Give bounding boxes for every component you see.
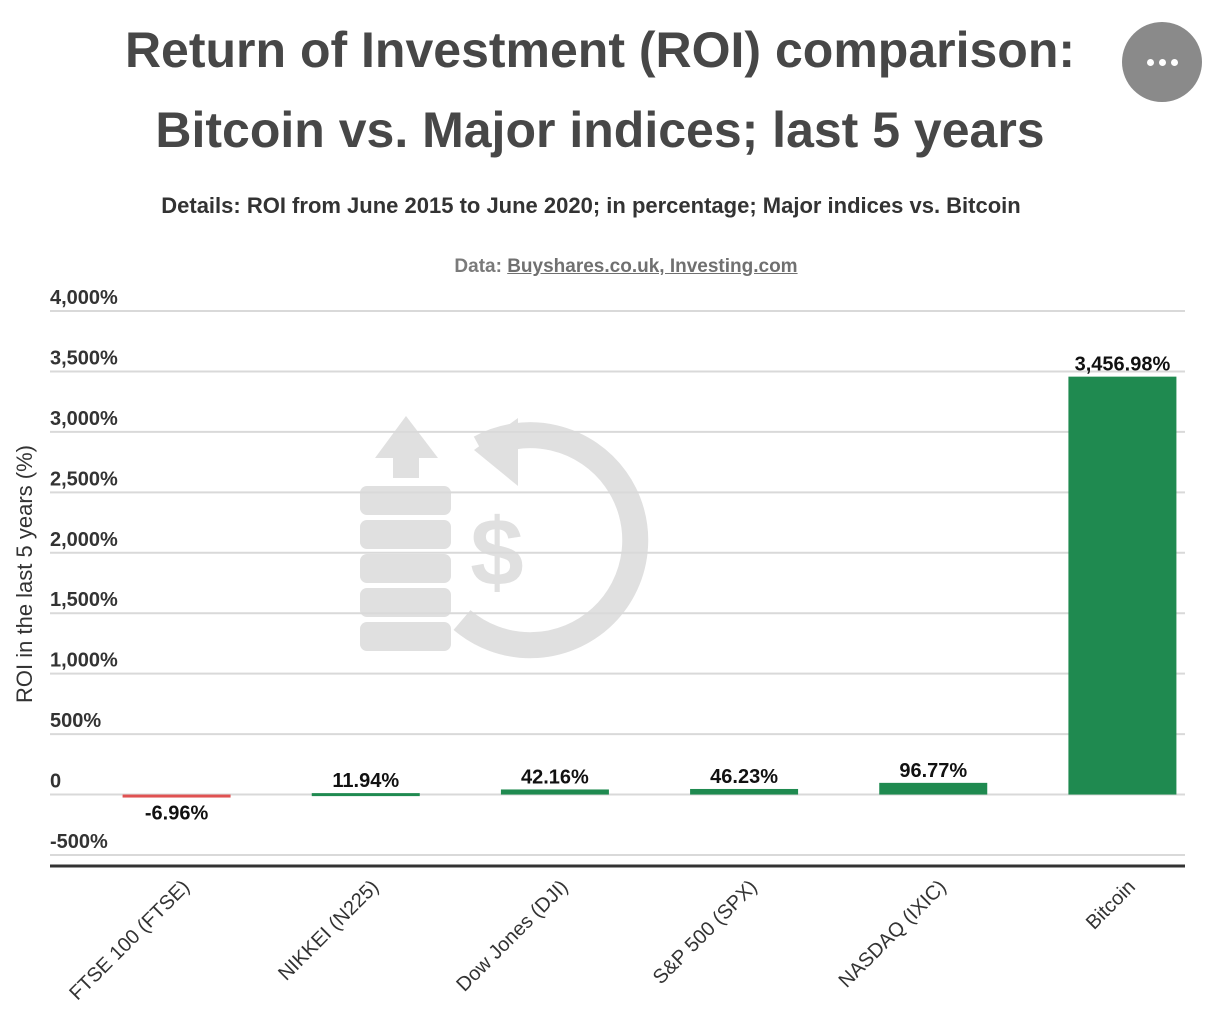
x-tick-label: NASDAQ (IXIC)	[835, 876, 951, 992]
bar[interactable]	[690, 788, 799, 795]
y-axis-title: ROI in the last 5 years (%)	[12, 445, 37, 703]
x-tick-label: S&P 500 (SPX)	[649, 876, 762, 989]
data-label: 96.77%	[899, 760, 967, 782]
y-tick-label: 1,000%	[50, 650, 118, 672]
source-prefix: Data:	[454, 256, 502, 277]
y-tick-label: 0	[50, 771, 61, 793]
y-tick-label: 3,500%	[50, 347, 118, 369]
y-tick-label: 2,500%	[50, 468, 118, 490]
data-label: -6.96%	[145, 803, 209, 825]
chart-title-line-2: Bitcoin vs. Major indices; last 5 years	[155, 102, 1045, 158]
x-tick-label: Dow Jones (DJI)	[452, 876, 572, 996]
x-tick-label: FTSE 100 (FTSE)	[65, 876, 194, 1005]
x-tick-label: Bitcoin	[1082, 876, 1140, 934]
bar[interactable]	[879, 782, 988, 795]
y-tick-label: 500%	[50, 710, 101, 732]
y-tick-label: 3,000%	[50, 408, 118, 430]
chart-source: Data: Buyshares.co.uk, Investing.com	[0, 256, 1220, 278]
y-tick-label: 2,000%	[50, 529, 118, 551]
data-label: 46.23%	[710, 766, 778, 788]
bar[interactable]	[311, 793, 420, 797]
more-horizontal-icon	[1146, 58, 1178, 66]
chart-title: Return of Investment (ROI) comparison: B…	[60, 10, 1140, 170]
data-label: 11.94%	[332, 770, 399, 792]
y-tick-label: 1,500%	[50, 589, 118, 611]
chart-title-line-1: Return of Investment (ROI) comparison:	[124, 22, 1076, 78]
data-label: 3,456.98%	[1075, 354, 1171, 376]
y-tick-label: -500%	[50, 831, 108, 853]
bar[interactable]	[122, 794, 231, 798]
more-options-button[interactable]	[1122, 22, 1202, 102]
y-tick-label: 4,000%	[50, 287, 118, 309]
roi-dollar-growth-icon: $	[360, 416, 649, 659]
bar[interactable]	[1068, 376, 1177, 795]
bar[interactable]	[500, 789, 609, 795]
chart-subtitle: Details: ROI from June 2015 to June 2020…	[161, 193, 1021, 218]
x-tick-label: NIKKEI (N225)	[274, 876, 383, 985]
data-label: 42.16%	[521, 766, 589, 788]
source-link[interactable]: Buyshares.co.uk, Investing.com	[507, 256, 798, 277]
